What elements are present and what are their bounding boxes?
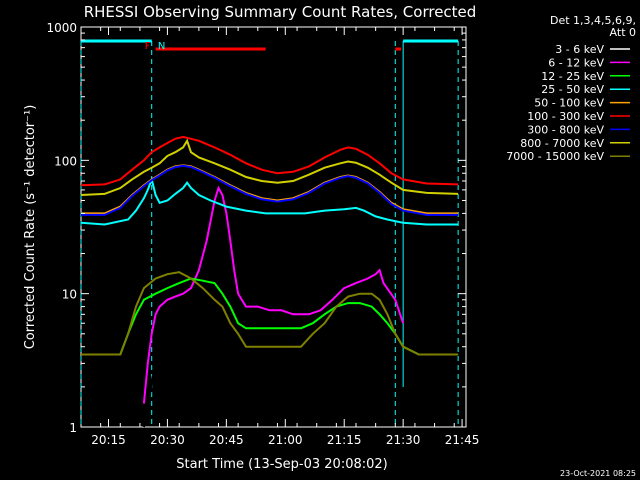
series-line [80, 176, 459, 226]
x-tick-label: 21:45 [445, 433, 480, 447]
x-axis-label: Start Time (13-Sep-03 20:08:02) [176, 457, 387, 472]
legend-header: Att 0 [610, 26, 636, 39]
x-tick-label: 21:15 [327, 433, 362, 447]
legend-label: 12 - 25 keV [541, 70, 604, 83]
flag-f: F [145, 41, 151, 52]
y-tick-label: 1 [69, 421, 77, 435]
y-tick-label: 100 [54, 154, 77, 168]
legend-label: 7000 - 15000 keV [506, 150, 604, 163]
x-tick-label: 20:15 [91, 433, 126, 447]
legend-label: 800 - 7000 keV [520, 137, 604, 150]
series-line [81, 164, 459, 216]
plot-area [80, 26, 467, 428]
flag-n: N [158, 41, 165, 52]
y-tick-label: 10 [62, 288, 77, 302]
series-layer [80, 135, 459, 428]
legend-label: 3 - 6 keV [555, 43, 604, 56]
legend-header: Det 1,3,4,5,6,9, [550, 14, 636, 27]
x-tick-label: 21:00 [268, 433, 303, 447]
x-tick-label: 20:45 [209, 433, 244, 447]
series-line [81, 271, 459, 356]
legend-label: 300 - 800 keV [527, 123, 604, 136]
series-line [142, 186, 385, 428]
legend-label: 100 - 300 keV [527, 110, 604, 123]
y-tick-label: 1000 [46, 21, 77, 35]
axes: 1 10 100 1000 20:15 20:30 20:45 21:00 21:15 21:30… [46, 21, 479, 447]
series-line [142, 185, 405, 404]
x-tick-label: 20:30 [150, 433, 185, 447]
y-axis-label: Corrected Count Rate (s⁻¹ detector⁻¹) [23, 105, 38, 350]
footer-stamp: 23-Oct-2021 08:25 [560, 469, 636, 478]
x-tick-label: 21:30 [386, 433, 421, 447]
series-line [80, 135, 459, 187]
chart-title: RHESSI Observing Summary Count Rates, Co… [84, 3, 477, 21]
series-line [80, 138, 459, 196]
series-line [81, 277, 459, 356]
legend-label: 6 - 12 keV [548, 56, 604, 69]
legend-label: 25 - 50 keV [541, 83, 604, 96]
legend-label: 50 - 100 keV [534, 97, 604, 110]
